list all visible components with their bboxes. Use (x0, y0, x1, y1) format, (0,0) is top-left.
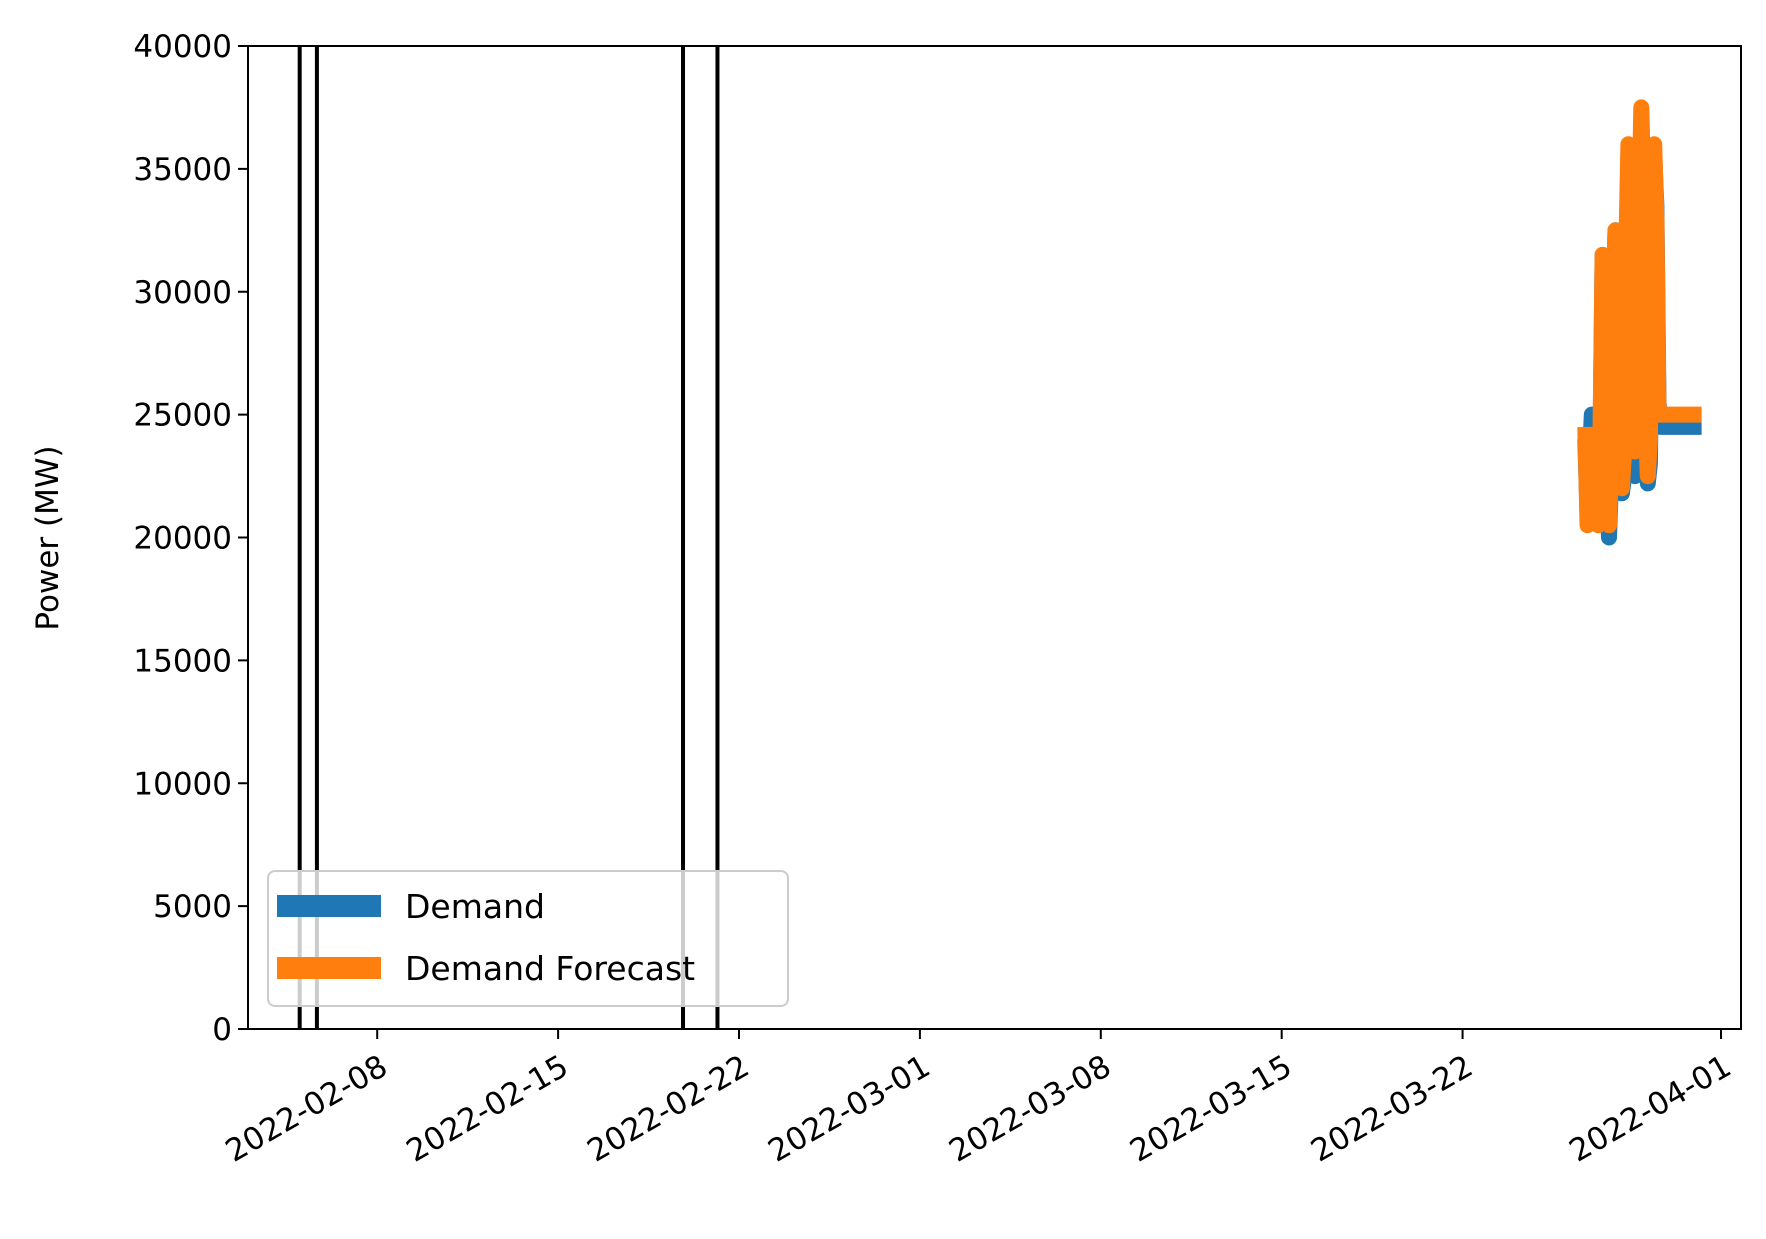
x-tick-label: 2022-02-08 (220, 1048, 394, 1169)
legend-box (267, 870, 789, 1007)
legend-label: Demand (405, 887, 545, 926)
series-layer (1577, 99, 1708, 546)
y-axis: 0 5000 10000 15000 20000 25000 30000 35000 40000 (133, 29, 248, 1048)
y-tick-label: 25000 (133, 398, 232, 434)
y-tick-label: 5000 (153, 889, 232, 925)
y-tick-label: 10000 (133, 766, 232, 802)
y-tick-label: 20000 (133, 521, 232, 557)
x-tick-label: 2022-03-08 (943, 1048, 1117, 1169)
y-tick-label: 30000 (133, 275, 232, 311)
x-tick-label: 2022-03-22 (1305, 1048, 1479, 1169)
x-tick-label: 2022-04-01 (1563, 1048, 1737, 1169)
x-axis: 2022-02-08 2022-02-15 2022-02-22 2022-03-01… (220, 1029, 1737, 1169)
y-tick-label: 0 (212, 1012, 232, 1048)
x-tick-label: 2022-02-22 (581, 1048, 755, 1169)
legend-label: Demand Forecast (405, 949, 695, 988)
x-tick-label: 2022-03-15 (1124, 1048, 1298, 1169)
vertical-lines (297, 46, 720, 1029)
series-line-demand-forecast (1577, 99, 1708, 534)
x-tick-label: 2022-02-15 (400, 1048, 574, 1169)
y-tick-label: 35000 (133, 152, 232, 188)
legend: Demand Demand Forecast (267, 870, 789, 1007)
y-axis-label: Power (MW) (30, 445, 66, 630)
y-tick-label: 15000 (133, 643, 232, 679)
y-tick-label: 40000 (133, 29, 232, 65)
x-tick-label: 2022-03-01 (762, 1048, 936, 1169)
